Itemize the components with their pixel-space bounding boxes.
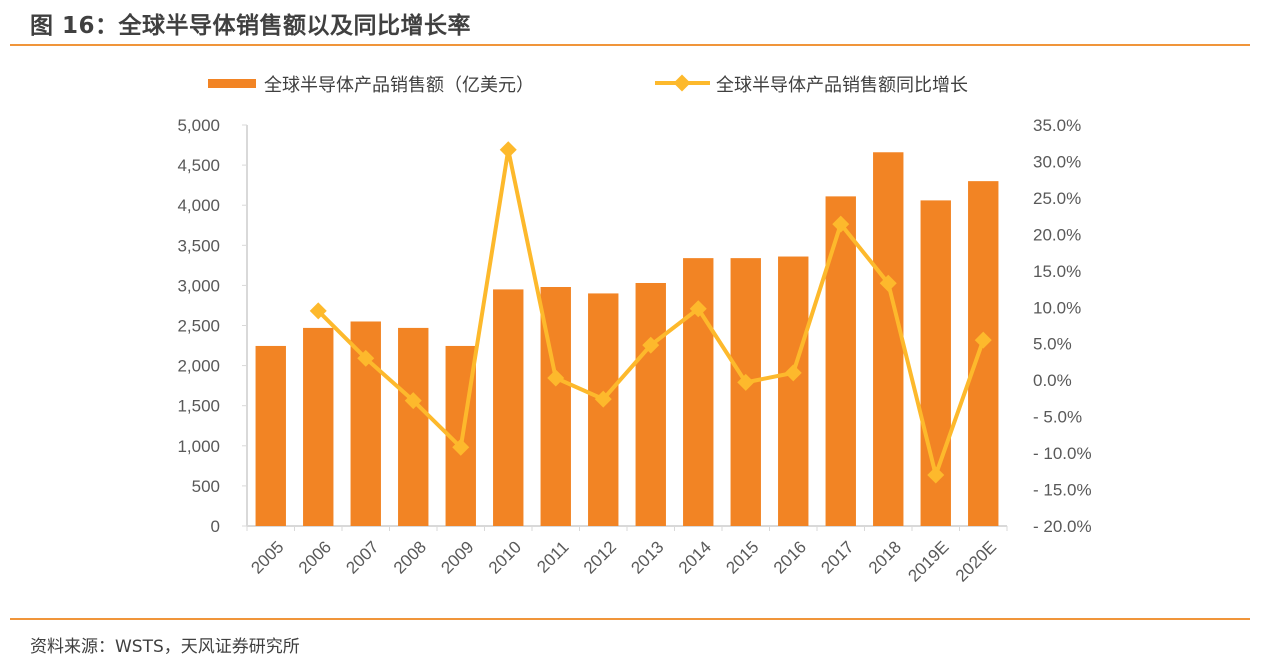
growth-point [499,141,517,159]
y-right-tick-label: - 10.0% [1033,444,1092,463]
y-left-tick-label: 1,500 [177,397,220,416]
y-left-tick-label: 1,000 [177,437,220,456]
y-left-tick-label: 2,000 [177,357,220,376]
bar [635,282,666,526]
legend-line-label: 全球半导体产品销售额同比增长 [716,75,968,96]
x-tick-label: 2018 [865,537,905,577]
y-right-tick-label: 30.0% [1033,152,1081,171]
legend: 全球半导体产品销售额（亿美元） 全球半导体产品销售额同比增长 [208,74,968,96]
growth-point [879,274,897,292]
line-series [309,141,992,484]
growth-point [784,364,802,382]
growth-point [974,331,992,349]
growth-point [689,300,707,318]
bottom-divider [10,618,1250,620]
growth-point [832,215,850,233]
y-left-tick-label: 0 [211,517,220,536]
bar-series [255,152,999,527]
bar [303,327,334,526]
y-left-tick-label: 2,500 [177,317,220,336]
source-note: 资料来源：WSTS，天风证券研究所 [30,637,300,657]
growth-point [547,369,565,387]
y-left-tick-label: 500 [192,477,220,496]
bar [873,152,904,526]
bar [398,327,429,526]
x-tick-label: 2006 [295,537,335,577]
x-tick-label: 2007 [342,537,382,577]
x-tick-label: 2020E [952,537,1000,585]
x-tick-label: 2015 [722,537,762,577]
y-right-tick-label: - 5.0% [1033,408,1082,427]
x-tick-label: 2009 [437,537,477,577]
growth-point [452,438,470,456]
x-tick-label: 2011 [533,537,572,576]
x-tick-label: 2012 [580,537,620,577]
legend-bar-label: 全球半导体产品销售额（亿美元） [264,75,534,96]
growth-point [642,336,660,354]
legend-bar-swatch [208,79,256,88]
bar [588,293,619,526]
growth-point [927,466,945,484]
bar [683,258,714,526]
top-divider [10,44,1250,46]
growth-point [309,302,327,320]
bar [255,345,286,526]
bar [968,181,999,526]
y-right-tick-label: 35.0% [1033,116,1081,135]
x-tick-label: 2008 [390,537,430,577]
growth-point [737,373,755,391]
growth-point [594,390,612,408]
growth-point [357,349,375,367]
y-left-tick-label: 4,500 [177,156,220,175]
y-right-tick-label: 20.0% [1033,225,1081,244]
x-tick-label: 2014 [675,537,715,577]
legend-line-marker [673,74,691,92]
x-tick-label: 2013 [627,537,667,577]
y-right-tick-label: 10.0% [1033,298,1081,317]
y-right-tick-label: 5.0% [1033,335,1072,354]
bar [730,258,761,526]
x-tick-label: 2017 [817,537,857,577]
bar [493,289,524,526]
x-tick-label: 2016 [770,537,810,577]
growth-point [404,392,422,410]
figure-title: 图 16：全球半导体销售额以及同比增长率 [30,13,472,39]
y-left-tick-label: 5,000 [177,116,220,135]
bar [825,196,856,527]
y-left-tick-label: 4,000 [177,196,220,215]
chart: 全球半导体产品销售额（亿美元） 全球半导体产品销售额同比增长 0 500 1,000… [177,74,1092,586]
y-right-tick-label: 0.0% [1033,371,1072,390]
y-right-tick-label: - 15.0% [1033,481,1092,500]
y-right-tick-label: 25.0% [1033,189,1081,208]
y-left-tick-label: 3,000 [177,276,220,295]
y-right-tick-label: - 20.0% [1033,517,1092,536]
x-tick-label: 2019E [904,537,952,585]
y-right-tick-label: 15.0% [1033,262,1081,281]
bar [778,256,809,526]
x-tick-label: 2010 [485,537,525,577]
y-left-tick-label: 3,500 [177,236,220,255]
x-tick-label: 2005 [247,537,287,577]
